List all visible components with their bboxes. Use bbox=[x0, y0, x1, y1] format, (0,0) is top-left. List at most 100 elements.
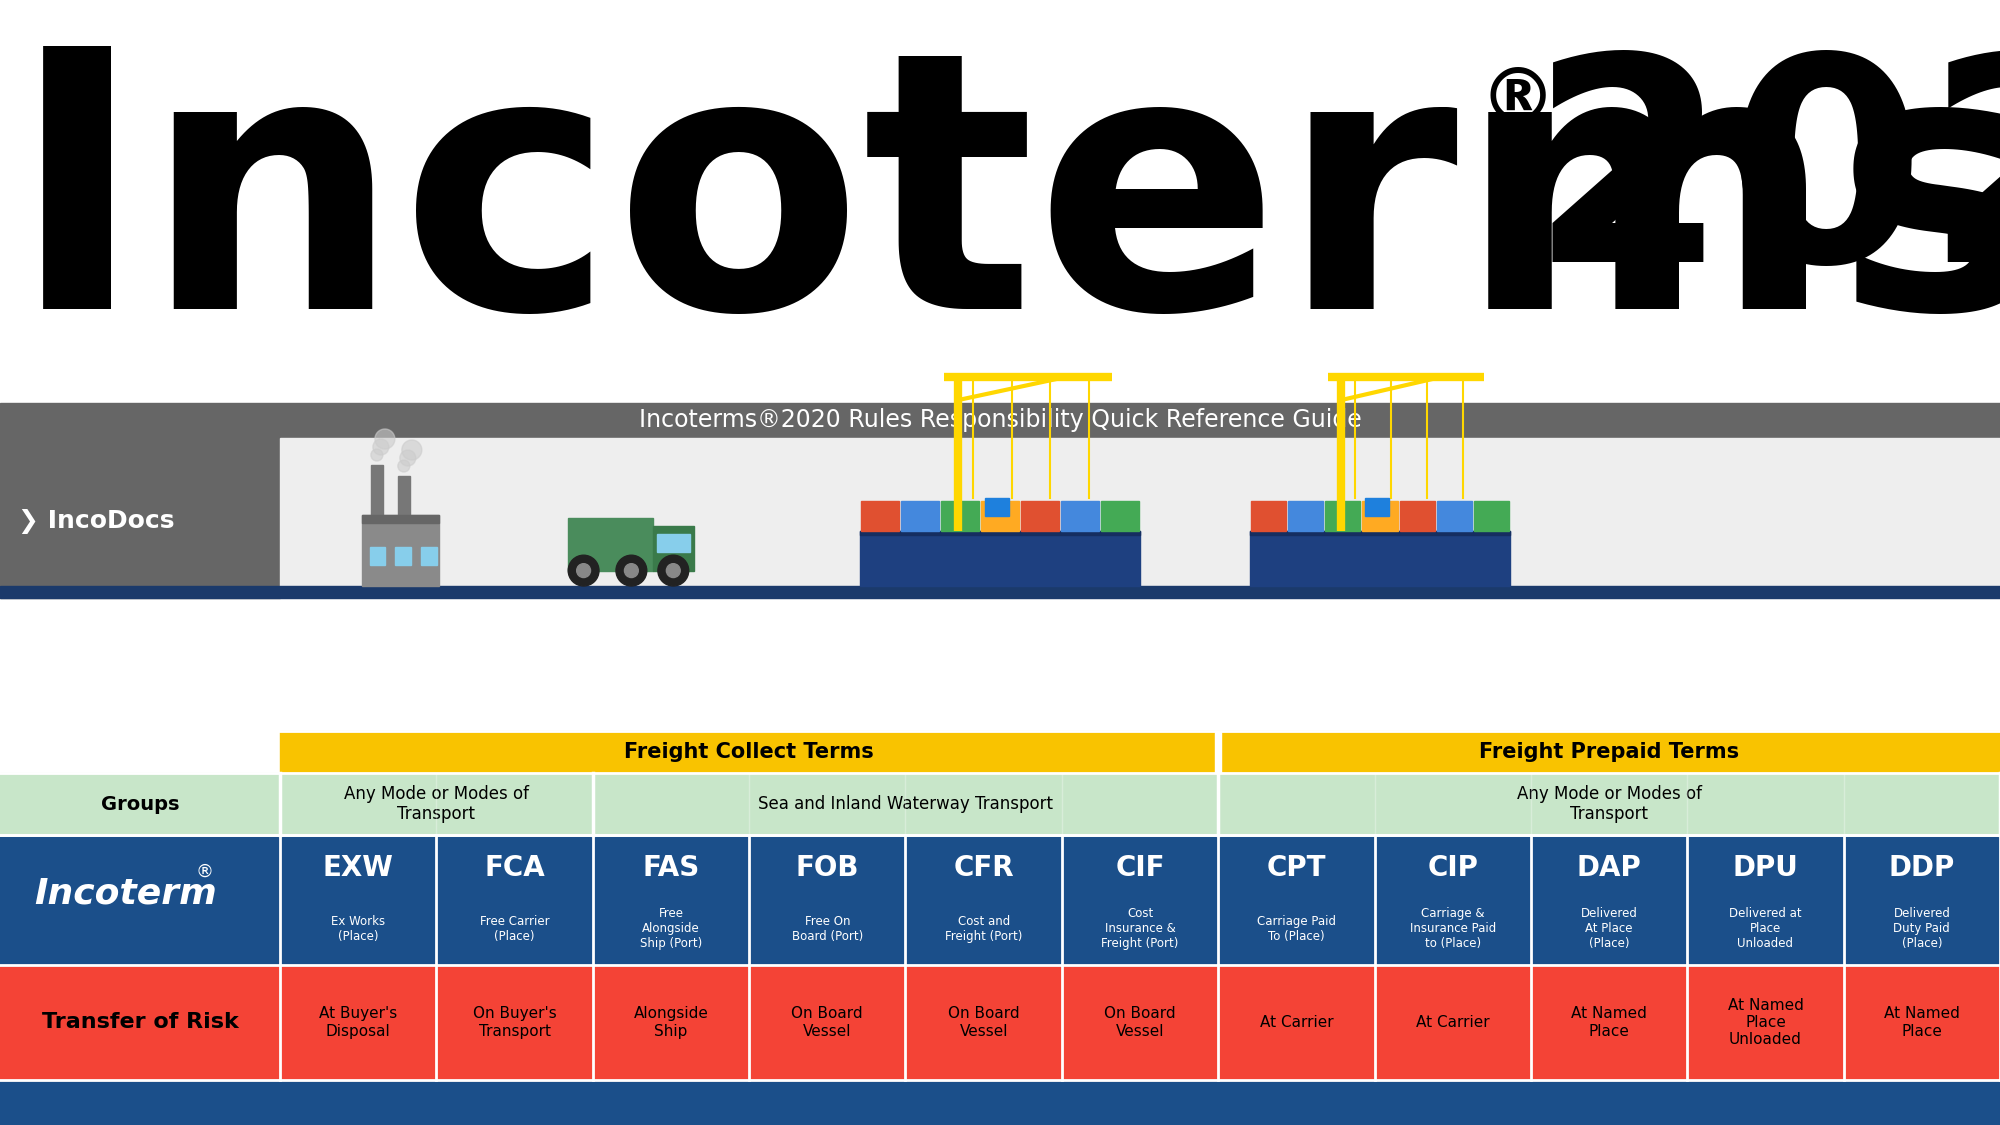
Circle shape bbox=[370, 449, 382, 461]
Text: Free Carrier
(Place): Free Carrier (Place) bbox=[480, 915, 550, 943]
Text: Incoterm: Incoterm bbox=[34, 876, 218, 910]
Bar bbox=[1530, 965, 1688, 1080]
Bar bbox=[1216, 731, 1222, 773]
Text: ❯ IncoDocs: ❯ IncoDocs bbox=[18, 508, 174, 533]
Text: DAP: DAP bbox=[1576, 854, 1642, 882]
Text: At Carrier: At Carrier bbox=[1416, 1015, 1490, 1030]
Bar bbox=[1100, 501, 1140, 531]
Text: Transfer of Risk: Transfer of Risk bbox=[42, 1012, 238, 1033]
Bar bbox=[370, 465, 382, 514]
Text: Delivered
Duty Paid
(Place): Delivered Duty Paid (Place) bbox=[1894, 907, 1950, 951]
Text: Sea and Inland Waterway Transport: Sea and Inland Waterway Transport bbox=[758, 795, 1052, 813]
Text: At Named
Place: At Named Place bbox=[1884, 1006, 1960, 1038]
Text: At Named
Place: At Named Place bbox=[1572, 1006, 1648, 1038]
Bar bbox=[652, 526, 694, 570]
Text: Ex Works
(Place): Ex Works (Place) bbox=[332, 915, 386, 943]
Text: CIP: CIP bbox=[1428, 854, 1478, 882]
Bar bbox=[1060, 501, 1100, 531]
Bar bbox=[860, 531, 1140, 536]
Text: FCA: FCA bbox=[484, 854, 544, 882]
Bar bbox=[1218, 731, 2000, 773]
Text: EXW: EXW bbox=[322, 854, 394, 882]
Text: Any Mode or Modes of
Transport: Any Mode or Modes of Transport bbox=[1516, 784, 1702, 824]
Bar bbox=[420, 547, 436, 565]
Text: DDP: DDP bbox=[1888, 854, 1954, 882]
Text: On Board
Vessel: On Board Vessel bbox=[792, 1006, 864, 1038]
Text: Cost and
Freight (Port): Cost and Freight (Port) bbox=[944, 915, 1022, 943]
Text: CIF: CIF bbox=[1116, 854, 1164, 882]
Bar bbox=[1250, 531, 1510, 586]
Text: On Board
Vessel: On Board Vessel bbox=[948, 1006, 1020, 1038]
Circle shape bbox=[666, 564, 680, 577]
Bar bbox=[280, 965, 436, 1080]
Circle shape bbox=[372, 439, 388, 454]
Bar bbox=[0, 965, 280, 1080]
Circle shape bbox=[658, 556, 688, 586]
Bar bbox=[0, 586, 2000, 598]
Bar bbox=[436, 965, 592, 1080]
Text: Delivered
At Place
(Place): Delivered At Place (Place) bbox=[1580, 907, 1638, 951]
Bar bbox=[1844, 965, 2000, 1080]
Bar bbox=[1218, 965, 1374, 1080]
Bar bbox=[280, 731, 1218, 773]
Bar bbox=[0, 773, 2000, 835]
Bar bbox=[362, 514, 438, 586]
Circle shape bbox=[398, 460, 410, 472]
Circle shape bbox=[568, 556, 600, 586]
Text: Free
Alongside
Ship (Port): Free Alongside Ship (Port) bbox=[640, 907, 702, 951]
Bar bbox=[942, 501, 980, 531]
Text: Alongside
Ship: Alongside Ship bbox=[634, 1006, 708, 1038]
Circle shape bbox=[616, 556, 646, 586]
Bar bbox=[0, 835, 2000, 965]
Bar bbox=[1374, 965, 1530, 1080]
Bar bbox=[1400, 501, 1434, 531]
Bar bbox=[0, 1080, 2000, 1125]
Bar bbox=[1250, 531, 1510, 536]
Circle shape bbox=[576, 564, 590, 577]
Text: At Buyer's
Disposal: At Buyer's Disposal bbox=[320, 1006, 398, 1038]
Bar bbox=[860, 531, 1140, 586]
Bar bbox=[0, 438, 280, 598]
Text: Freight Collect Terms: Freight Collect Terms bbox=[624, 742, 874, 762]
Bar bbox=[1362, 501, 1398, 531]
Text: At Carrier: At Carrier bbox=[1260, 1015, 1334, 1030]
Bar bbox=[1364, 498, 1388, 516]
Text: ®: ® bbox=[1480, 65, 1556, 140]
Bar bbox=[396, 547, 410, 565]
Bar bbox=[0, 403, 2000, 438]
Bar bbox=[656, 534, 690, 552]
Text: Delivered at
Place
Unloaded: Delivered at Place Unloaded bbox=[1730, 907, 1802, 951]
Bar bbox=[398, 476, 410, 514]
Text: FAS: FAS bbox=[642, 854, 700, 882]
Text: Carriage Paid
To (Place): Carriage Paid To (Place) bbox=[1256, 915, 1336, 943]
Bar bbox=[900, 501, 940, 531]
Text: CFR: CFR bbox=[954, 854, 1014, 882]
Bar bbox=[750, 965, 906, 1080]
Circle shape bbox=[400, 450, 416, 466]
Bar bbox=[370, 547, 386, 565]
Bar bbox=[980, 501, 1020, 531]
Text: Any Mode or Modes of
Transport: Any Mode or Modes of Transport bbox=[344, 784, 528, 824]
Text: CPT: CPT bbox=[1266, 854, 1326, 882]
Bar bbox=[984, 498, 1008, 516]
Bar bbox=[1062, 965, 1218, 1080]
Bar bbox=[1326, 501, 1360, 531]
Bar bbox=[592, 965, 750, 1080]
Text: Freight Prepaid Terms: Freight Prepaid Terms bbox=[1480, 742, 1740, 762]
Text: Groups: Groups bbox=[100, 794, 180, 813]
Text: 2020: 2020 bbox=[1530, 45, 2000, 321]
Text: DPU: DPU bbox=[1732, 854, 1798, 882]
Circle shape bbox=[402, 440, 422, 460]
Bar bbox=[1022, 501, 1060, 531]
Bar bbox=[568, 519, 652, 570]
Bar bbox=[860, 501, 900, 531]
Bar bbox=[280, 438, 2000, 598]
Bar bbox=[1288, 501, 1324, 531]
Text: FOB: FOB bbox=[796, 854, 860, 882]
Text: Cost
Insurance &
Freight (Port): Cost Insurance & Freight (Port) bbox=[1102, 907, 1178, 951]
Text: Carriage &
Insurance Paid
to (Place): Carriage & Insurance Paid to (Place) bbox=[1410, 907, 1496, 951]
Text: On Buyer's
Transport: On Buyer's Transport bbox=[472, 1006, 556, 1038]
Text: Incoterms®2020 Rules Responsibility Quick Reference Guide: Incoterms®2020 Rules Responsibility Quic… bbox=[638, 408, 1362, 432]
Bar bbox=[1474, 501, 1510, 531]
Bar bbox=[1436, 501, 1472, 531]
